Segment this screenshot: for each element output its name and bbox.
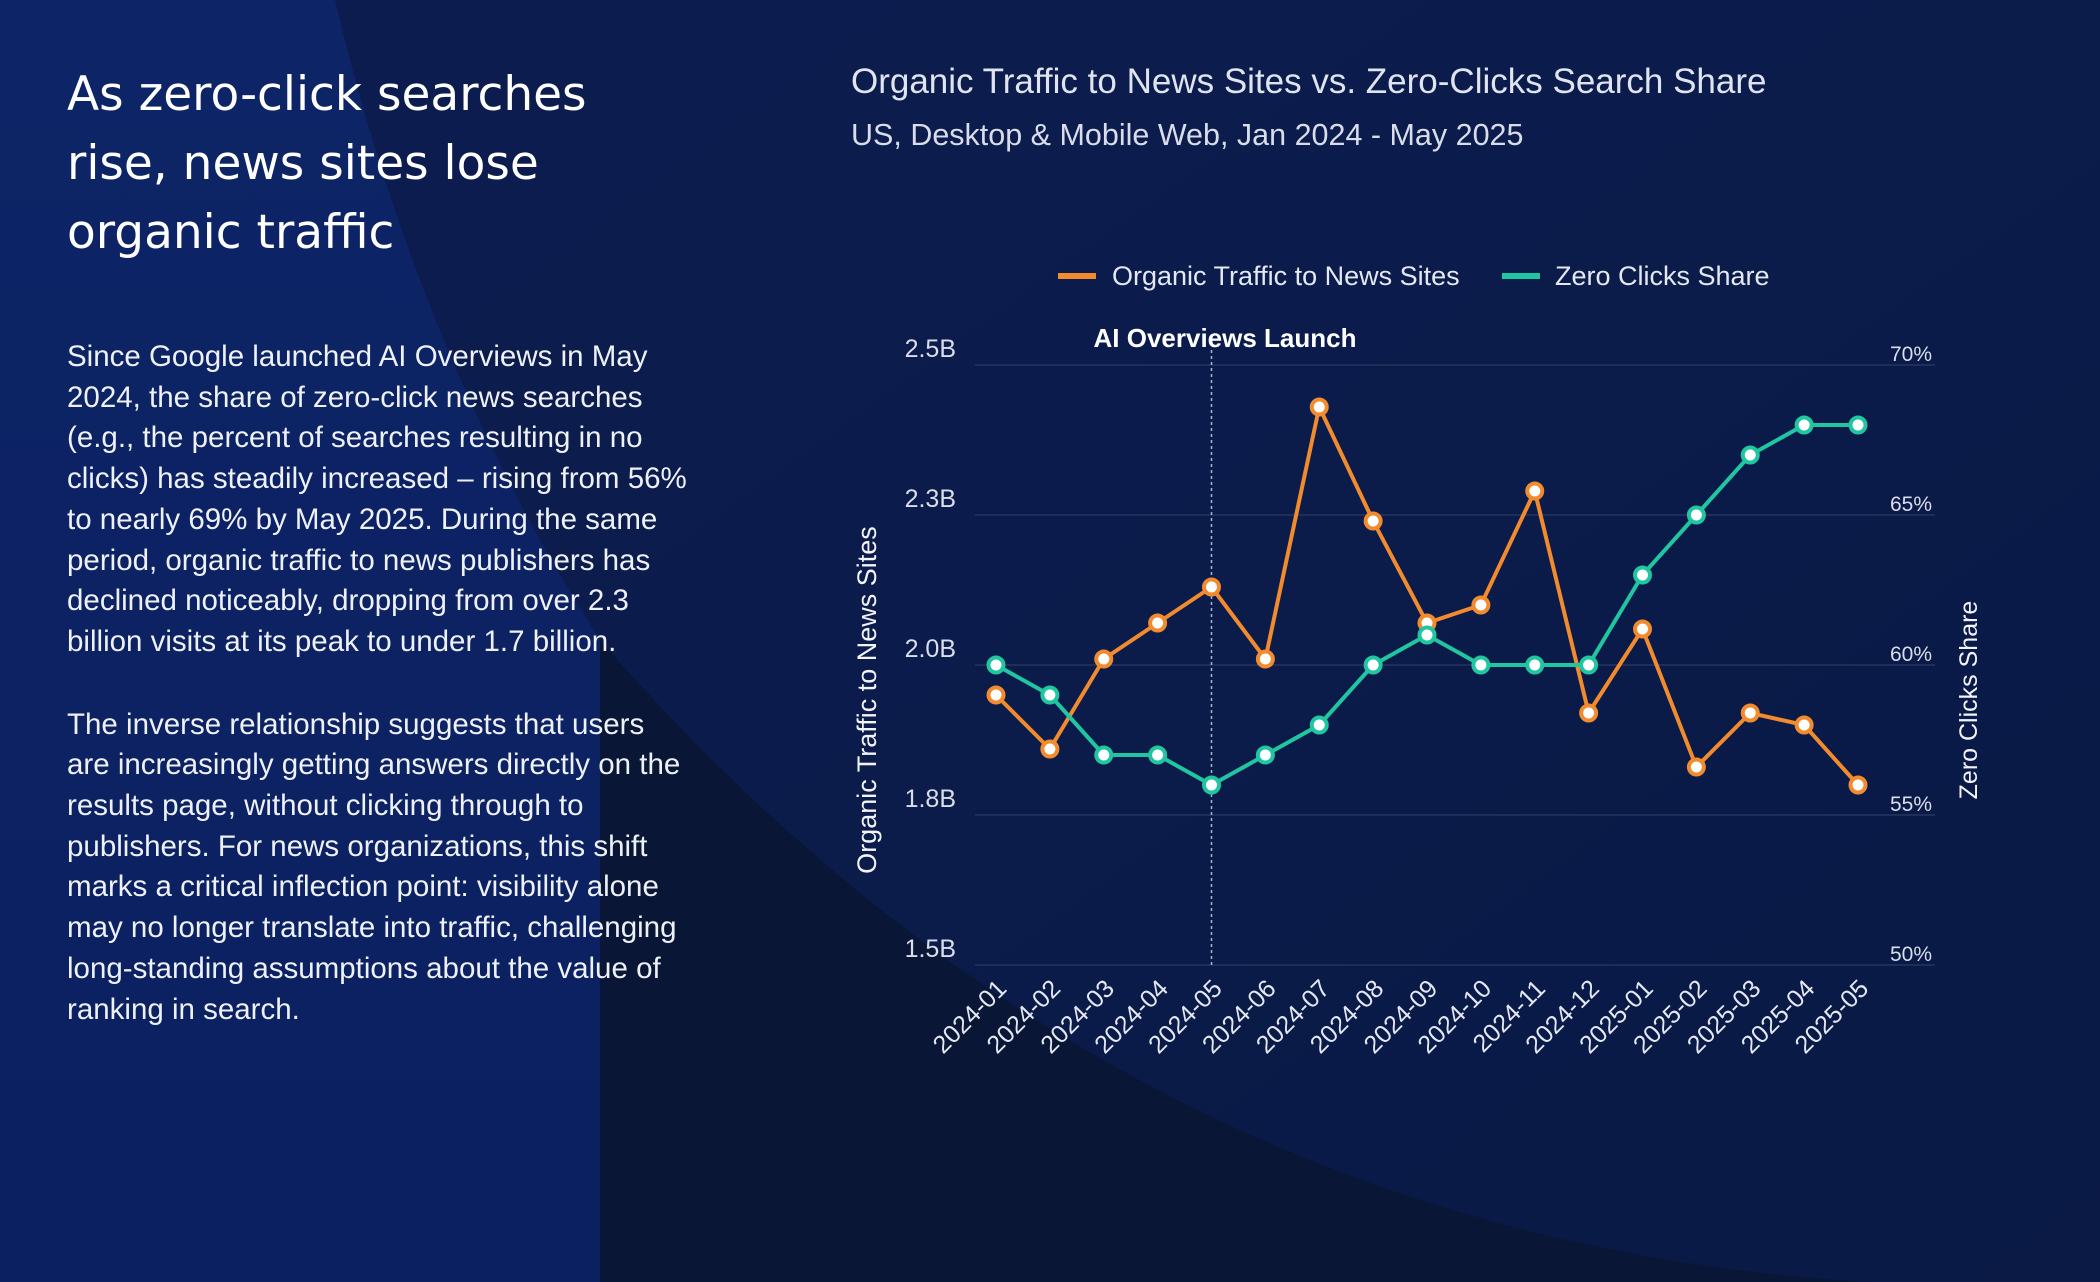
- y-tick-label: 2.0B: [905, 635, 956, 663]
- headline: As zero-click searches rise, news sites …: [67, 67, 587, 260]
- data-point: [1686, 505, 1706, 525]
- data-point: [1794, 715, 1814, 735]
- data-point: [1255, 745, 1275, 765]
- data-point: [1633, 619, 1652, 639]
- article-body: Since Google launched AI Overviews in Ma…: [67, 337, 687, 1030]
- data-point: [1148, 745, 1168, 765]
- data-point: [986, 655, 1006, 675]
- data-point: [1525, 481, 1545, 501]
- article-panel: As zero-click searches rise, news sites …: [67, 60, 687, 1072]
- y2-tick-label: 70%: [1890, 343, 1932, 366]
- data-point: [1040, 685, 1060, 705]
- data-point: [1471, 655, 1491, 675]
- series-line-zero-clicks: [995, 423, 1858, 787]
- data-point: [1740, 703, 1760, 723]
- data-point: [1471, 595, 1491, 615]
- y-tick-label: 2.5B: [905, 335, 956, 363]
- legend-label: Zero Clicks Share: [1555, 261, 1770, 291]
- data-point: [1040, 739, 1060, 759]
- data-point: [1094, 649, 1114, 669]
- data-point: [1740, 445, 1760, 465]
- data-point: [1848, 775, 1868, 795]
- data-point: [1579, 655, 1599, 675]
- y-tick-label: 1.5B: [905, 935, 956, 963]
- y2-tick-label: 55%: [1890, 793, 1932, 816]
- y2-tick-label: 65%: [1890, 493, 1932, 516]
- data-point: [1148, 613, 1168, 633]
- data-point: [1202, 775, 1221, 795]
- y2-tick-label: 50%: [1890, 943, 1932, 966]
- y-tick-label: 1.8B: [905, 785, 956, 813]
- data-point: [1794, 415, 1814, 435]
- annotation-label: AI Overviews Launch: [1094, 323, 1357, 353]
- y-tick-label: 2.3B: [905, 485, 956, 513]
- data-point: [986, 685, 1006, 705]
- data-point: [1525, 655, 1545, 675]
- y-axis-title: Organic Traffic to News Sites: [852, 526, 882, 874]
- data-point: [1255, 649, 1275, 669]
- chart-subtitle: US, Desktop & Mobile Web, Jan 2024 - May…: [851, 118, 1524, 152]
- data-point: [1363, 655, 1383, 675]
- paragraph: Since Google launched AI Overviews in Ma…: [67, 340, 687, 658]
- data-point: [1309, 715, 1329, 735]
- legend-label: Organic Traffic to News Sites: [1112, 261, 1460, 291]
- data-point: [1094, 745, 1114, 765]
- paragraph: The inverse relationship suggests that u…: [67, 707, 681, 1026]
- y2-tick-label: 60%: [1890, 643, 1932, 666]
- data-point: [1363, 511, 1383, 531]
- y2-axis-title: Zero Clicks Share: [1955, 601, 1983, 800]
- data-point: [1417, 625, 1437, 645]
- data-point: [1309, 397, 1329, 417]
- data-point: [1579, 703, 1599, 723]
- data-point: [1202, 577, 1221, 597]
- data-point: [1848, 415, 1868, 435]
- data-point: [1686, 757, 1706, 777]
- series-line-organic-traffic: [994, 405, 1860, 787]
- chart-title: Organic Traffic to News Sites vs. Zero-C…: [851, 62, 1767, 101]
- data-point: [1633, 565, 1652, 585]
